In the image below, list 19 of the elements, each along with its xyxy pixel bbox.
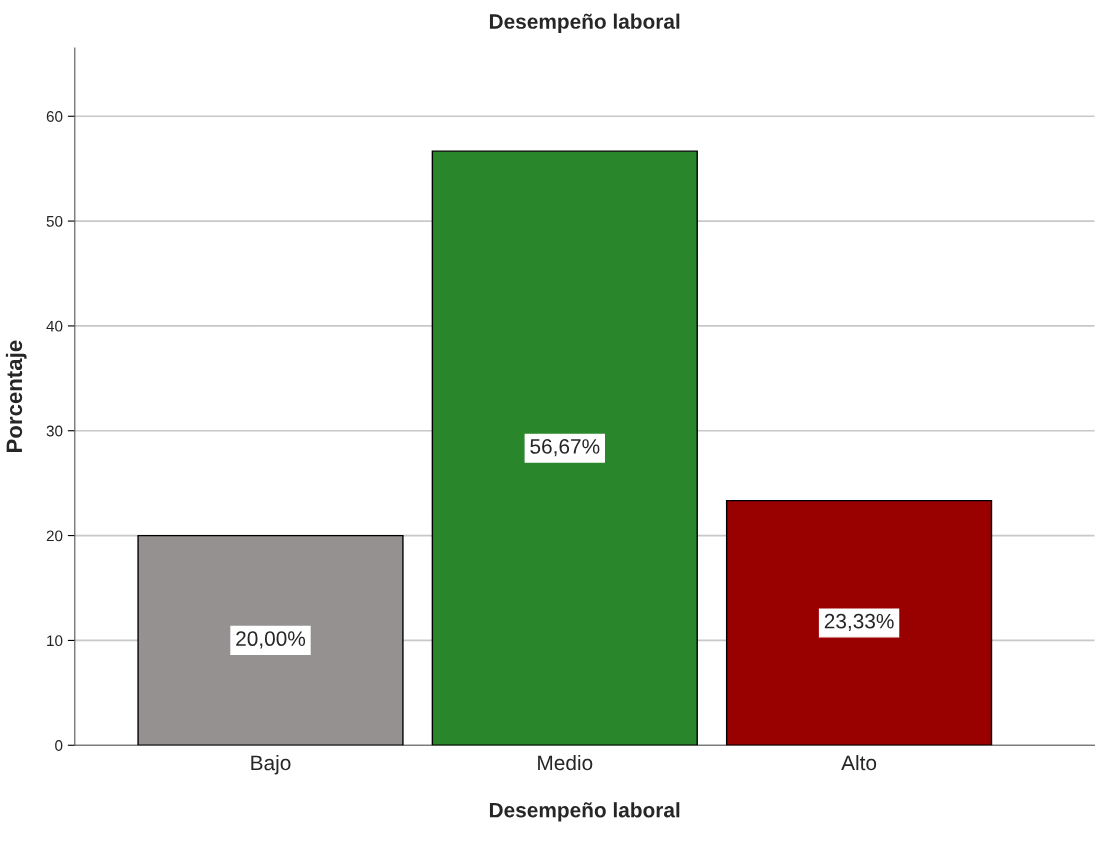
y-tick-label: 40 bbox=[46, 320, 63, 332]
x-tick-label: Medio bbox=[538, 754, 593, 771]
x-tick-label: Bajo bbox=[251, 754, 291, 775]
x-tick-label: Alto bbox=[841, 754, 877, 771]
chart-title: Desempeño laboral bbox=[489, 13, 680, 33]
y-tick-label: 0 bbox=[55, 740, 63, 751]
y-tick-label: 20 bbox=[46, 530, 63, 542]
y-tick-label: 50 bbox=[46, 215, 63, 227]
data-label: 23,33% bbox=[824, 613, 894, 632]
x-axis-title: Desempeño laboral bbox=[489, 802, 680, 822]
bar bbox=[431, 150, 698, 746]
bar bbox=[137, 534, 404, 746]
y-tick-label: 60 bbox=[46, 111, 63, 122]
bar bbox=[725, 499, 993, 746]
y-tick-label: 30 bbox=[46, 425, 63, 437]
y-axis-title: Porcentaje bbox=[5, 340, 27, 452]
data-label: 20,00% bbox=[236, 631, 306, 649]
data-label: 56,67% bbox=[530, 439, 600, 457]
y-tick-label: 10 bbox=[47, 635, 63, 647]
